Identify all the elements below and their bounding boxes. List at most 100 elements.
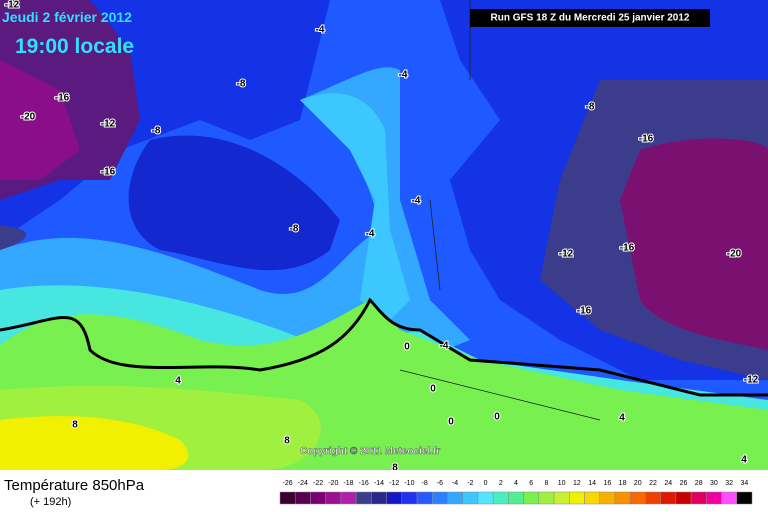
scale-label: 6 (529, 480, 533, 487)
run-box (470, 9, 710, 27)
color-swatch (492, 491, 509, 505)
contour-label: -4 (440, 341, 449, 352)
scale-label: -6 (437, 480, 443, 487)
color-scale: -26 -24 -22 -20 -18 -16 -14 -12 -10 -8 -6 -4 -2 0 2 4 6 8… (279, 480, 753, 505)
color-swatch (690, 491, 707, 505)
contour-label: -4 (316, 25, 325, 36)
color-swatch (279, 491, 296, 505)
scale-label: 22 (649, 480, 657, 487)
contour-label: 0 (430, 384, 436, 395)
contour-label: 4 (619, 413, 625, 424)
contour-label: -16 (577, 306, 592, 317)
color-swatch (432, 491, 448, 505)
color-swatch (599, 491, 616, 505)
scale-label: -10 (404, 480, 414, 487)
contour-label: -16 (55, 93, 70, 104)
color-swatch (371, 491, 387, 505)
contour-label: -4 (366, 229, 375, 240)
color-swatch (340, 491, 357, 505)
scale-label: 18 (619, 480, 627, 487)
color-swatch (294, 491, 311, 505)
contour-label: 0 (404, 342, 410, 353)
contour-label: 4 (741, 455, 747, 466)
scale-label: 26 (680, 480, 688, 487)
color-swatch (447, 491, 463, 505)
contour-label: -12 (744, 375, 759, 386)
contour-label: -12 (5, 0, 20, 11)
scale-label: 10 (558, 480, 566, 487)
scale-label: 14 (588, 480, 596, 487)
scale-label: 0 (484, 480, 488, 487)
scale-label: -12 (389, 480, 399, 487)
contour-label: -20 (21, 112, 36, 123)
scale-label: 28 (695, 480, 703, 487)
contour-label: 8 (284, 436, 290, 447)
contour-label: -16 (101, 167, 116, 178)
legend-panel (0, 470, 768, 512)
color-swatch (629, 491, 646, 505)
contour-labels: -12 -4 -4 -8 -16 -8 -20 -12 -8 -16 -16 -4 -8 -4 -16 -12… (4, 0, 760, 475)
color-swatch (569, 491, 585, 505)
scale-label: -24 (298, 480, 308, 487)
color-swatch (675, 491, 692, 505)
copyright: Copyright © 2011 Meteociel.fr (300, 446, 440, 457)
contour-label: -8 (237, 79, 246, 90)
color-swatch (508, 491, 524, 505)
scale-label: -20 (328, 480, 338, 487)
scale-label: -8 (422, 480, 428, 487)
contour-label: -16 (620, 243, 635, 254)
scale-label: -22 (313, 480, 323, 487)
color-swatch (706, 491, 722, 505)
contour-label: -12 (101, 119, 116, 130)
contour-label: -12 (559, 249, 574, 260)
color-swatch (553, 491, 570, 505)
contour-label: 8 (392, 463, 398, 474)
map-background (0, 0, 768, 470)
scale-label: -26 (283, 480, 293, 487)
scale-label: 32 (725, 480, 733, 487)
scale-label: -18 (343, 480, 353, 487)
date: Jeudi 2 février 2012 (2, 9, 132, 25)
contour-label: -8 (152, 126, 161, 137)
contour-label: -4 (412, 196, 421, 207)
scale-label: -14 (374, 480, 384, 487)
scale-label: 30 (710, 480, 718, 487)
contour-label: -16 (639, 134, 654, 145)
contour-label: 0 (448, 417, 454, 428)
color-swatch (736, 491, 753, 505)
color-swatch (584, 491, 600, 505)
color-swatch (401, 491, 418, 505)
color-swatch (462, 491, 479, 505)
scale-label: -16 (359, 480, 369, 487)
color-swatch (660, 491, 677, 505)
color-swatch (416, 491, 433, 505)
contour-label: 4 (175, 376, 181, 387)
run-info: Run GFS 18 Z du Mercredi 25 janvier 2012 (491, 13, 690, 24)
color-swatch (523, 491, 540, 505)
contour-label: -8 (290, 224, 299, 235)
color-swatch (310, 491, 326, 505)
scale-label: 34 (740, 480, 748, 487)
color-swatch (325, 491, 342, 505)
color-swatch (614, 491, 631, 505)
legend-lead: (+ 192h) (30, 496, 71, 508)
color-swatch (355, 491, 372, 505)
contour-label: -8 (586, 102, 595, 113)
scale-label: 2 (499, 480, 503, 487)
legend-title: Température 850hPa (4, 477, 145, 494)
contour-label: 8 (72, 420, 78, 431)
scale-label: 12 (573, 480, 581, 487)
contour-label: -20 (727, 249, 742, 260)
time: 19:00 locale (15, 35, 134, 58)
scale-label: -4 (452, 480, 458, 487)
scale-label: 24 (664, 480, 672, 487)
scale-label: -2 (467, 480, 473, 487)
color-swatch (645, 491, 661, 505)
color-swatch (477, 491, 494, 505)
color-swatch (538, 491, 555, 505)
contour-label: -4 (399, 70, 408, 81)
scale-label: 20 (634, 480, 642, 487)
scale-label: 4 (514, 480, 518, 487)
color-swatch (721, 491, 738, 505)
color-swatch (386, 491, 403, 505)
